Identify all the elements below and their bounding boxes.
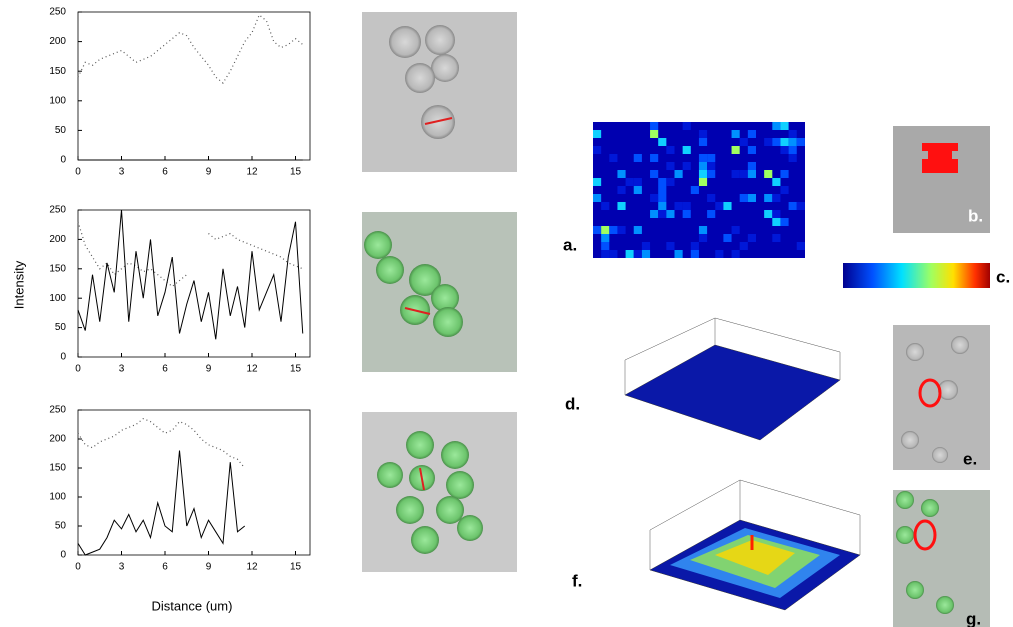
y-axis-title: Intensity (11, 260, 26, 309)
x-tick-label: 12 (246, 167, 258, 178)
panel-label: f. (572, 571, 582, 590)
y-tick-label: 200 (49, 434, 66, 445)
line-chart: 0 50 100 150 200 250 0 3 6 9 12 15 (49, 405, 310, 573)
figure: Intensity Distance (um) a. b. c. d. e. f… (0, 0, 1013, 627)
data-line (78, 15, 303, 83)
y-tick-label: 150 (49, 66, 66, 77)
panel-label: b. (968, 206, 983, 225)
line-chart: 0 50 100 150 200 250 0 3 6 9 12 15 (49, 205, 310, 375)
x-tick-label: 9 (206, 562, 212, 573)
x-tick-label: 0 (75, 562, 81, 573)
surface-plot (650, 480, 860, 610)
panel-label: c. (996, 267, 1010, 286)
line-chart: 0 50 100 150 200 250 0 3 6 9 12 15 (49, 7, 310, 178)
y-tick-label: 50 (55, 521, 67, 532)
y-tick-label: 100 (49, 492, 66, 503)
x-tick-label: 12 (246, 562, 258, 573)
y-tick-label: 100 (49, 95, 66, 106)
x-tick-label: 15 (290, 364, 302, 375)
x-tick-label: 6 (162, 562, 168, 573)
y-tick-label: 150 (49, 263, 66, 274)
colorbar (843, 263, 990, 288)
x-tick-label: 9 (206, 167, 212, 178)
y-tick-label: 50 (55, 322, 67, 333)
x-tick-label: 6 (162, 167, 168, 178)
y-tick-label: 0 (60, 550, 66, 561)
x-tick-label: 0 (75, 364, 81, 375)
y-tick-label: 100 (49, 293, 66, 304)
x-tick-label: 12 (246, 364, 258, 375)
y-tick-label: 200 (49, 36, 66, 47)
data-line (78, 419, 245, 468)
panel-label: e. (963, 449, 977, 468)
panel-label: g. (966, 609, 981, 627)
roi-image (893, 325, 990, 470)
x-tick-label: 6 (162, 364, 168, 375)
roi-image (893, 490, 990, 627)
y-tick-label: 250 (49, 405, 66, 416)
y-tick-label: 250 (49, 205, 66, 216)
plot-frame (78, 410, 310, 555)
y-tick-label: 0 (60, 352, 66, 363)
heatmap (593, 122, 805, 258)
x-tick-label: 3 (119, 167, 125, 178)
x-tick-label: 3 (119, 364, 125, 375)
y-tick-label: 150 (49, 463, 66, 474)
x-axis-title: Distance (um) (152, 598, 233, 613)
data-line (78, 222, 303, 287)
data-line (78, 210, 303, 339)
y-tick-label: 0 (60, 155, 66, 166)
panel-label: d. (565, 394, 580, 413)
y-tick-label: 250 (49, 7, 66, 18)
panel-label: a. (563, 235, 577, 254)
x-tick-label: 3 (119, 562, 125, 573)
x-tick-label: 9 (206, 364, 212, 375)
x-tick-label: 15 (290, 562, 302, 573)
data-line (78, 451, 245, 555)
x-tick-label: 15 (290, 167, 302, 178)
y-tick-label: 50 (55, 125, 67, 136)
micrograph-3 (362, 412, 517, 572)
surface-plot (625, 318, 840, 440)
micrograph-2 (362, 212, 517, 372)
x-tick-label: 0 (75, 167, 81, 178)
micrograph-1 (362, 12, 517, 172)
plot-frame (78, 12, 310, 160)
y-tick-label: 200 (49, 234, 66, 245)
